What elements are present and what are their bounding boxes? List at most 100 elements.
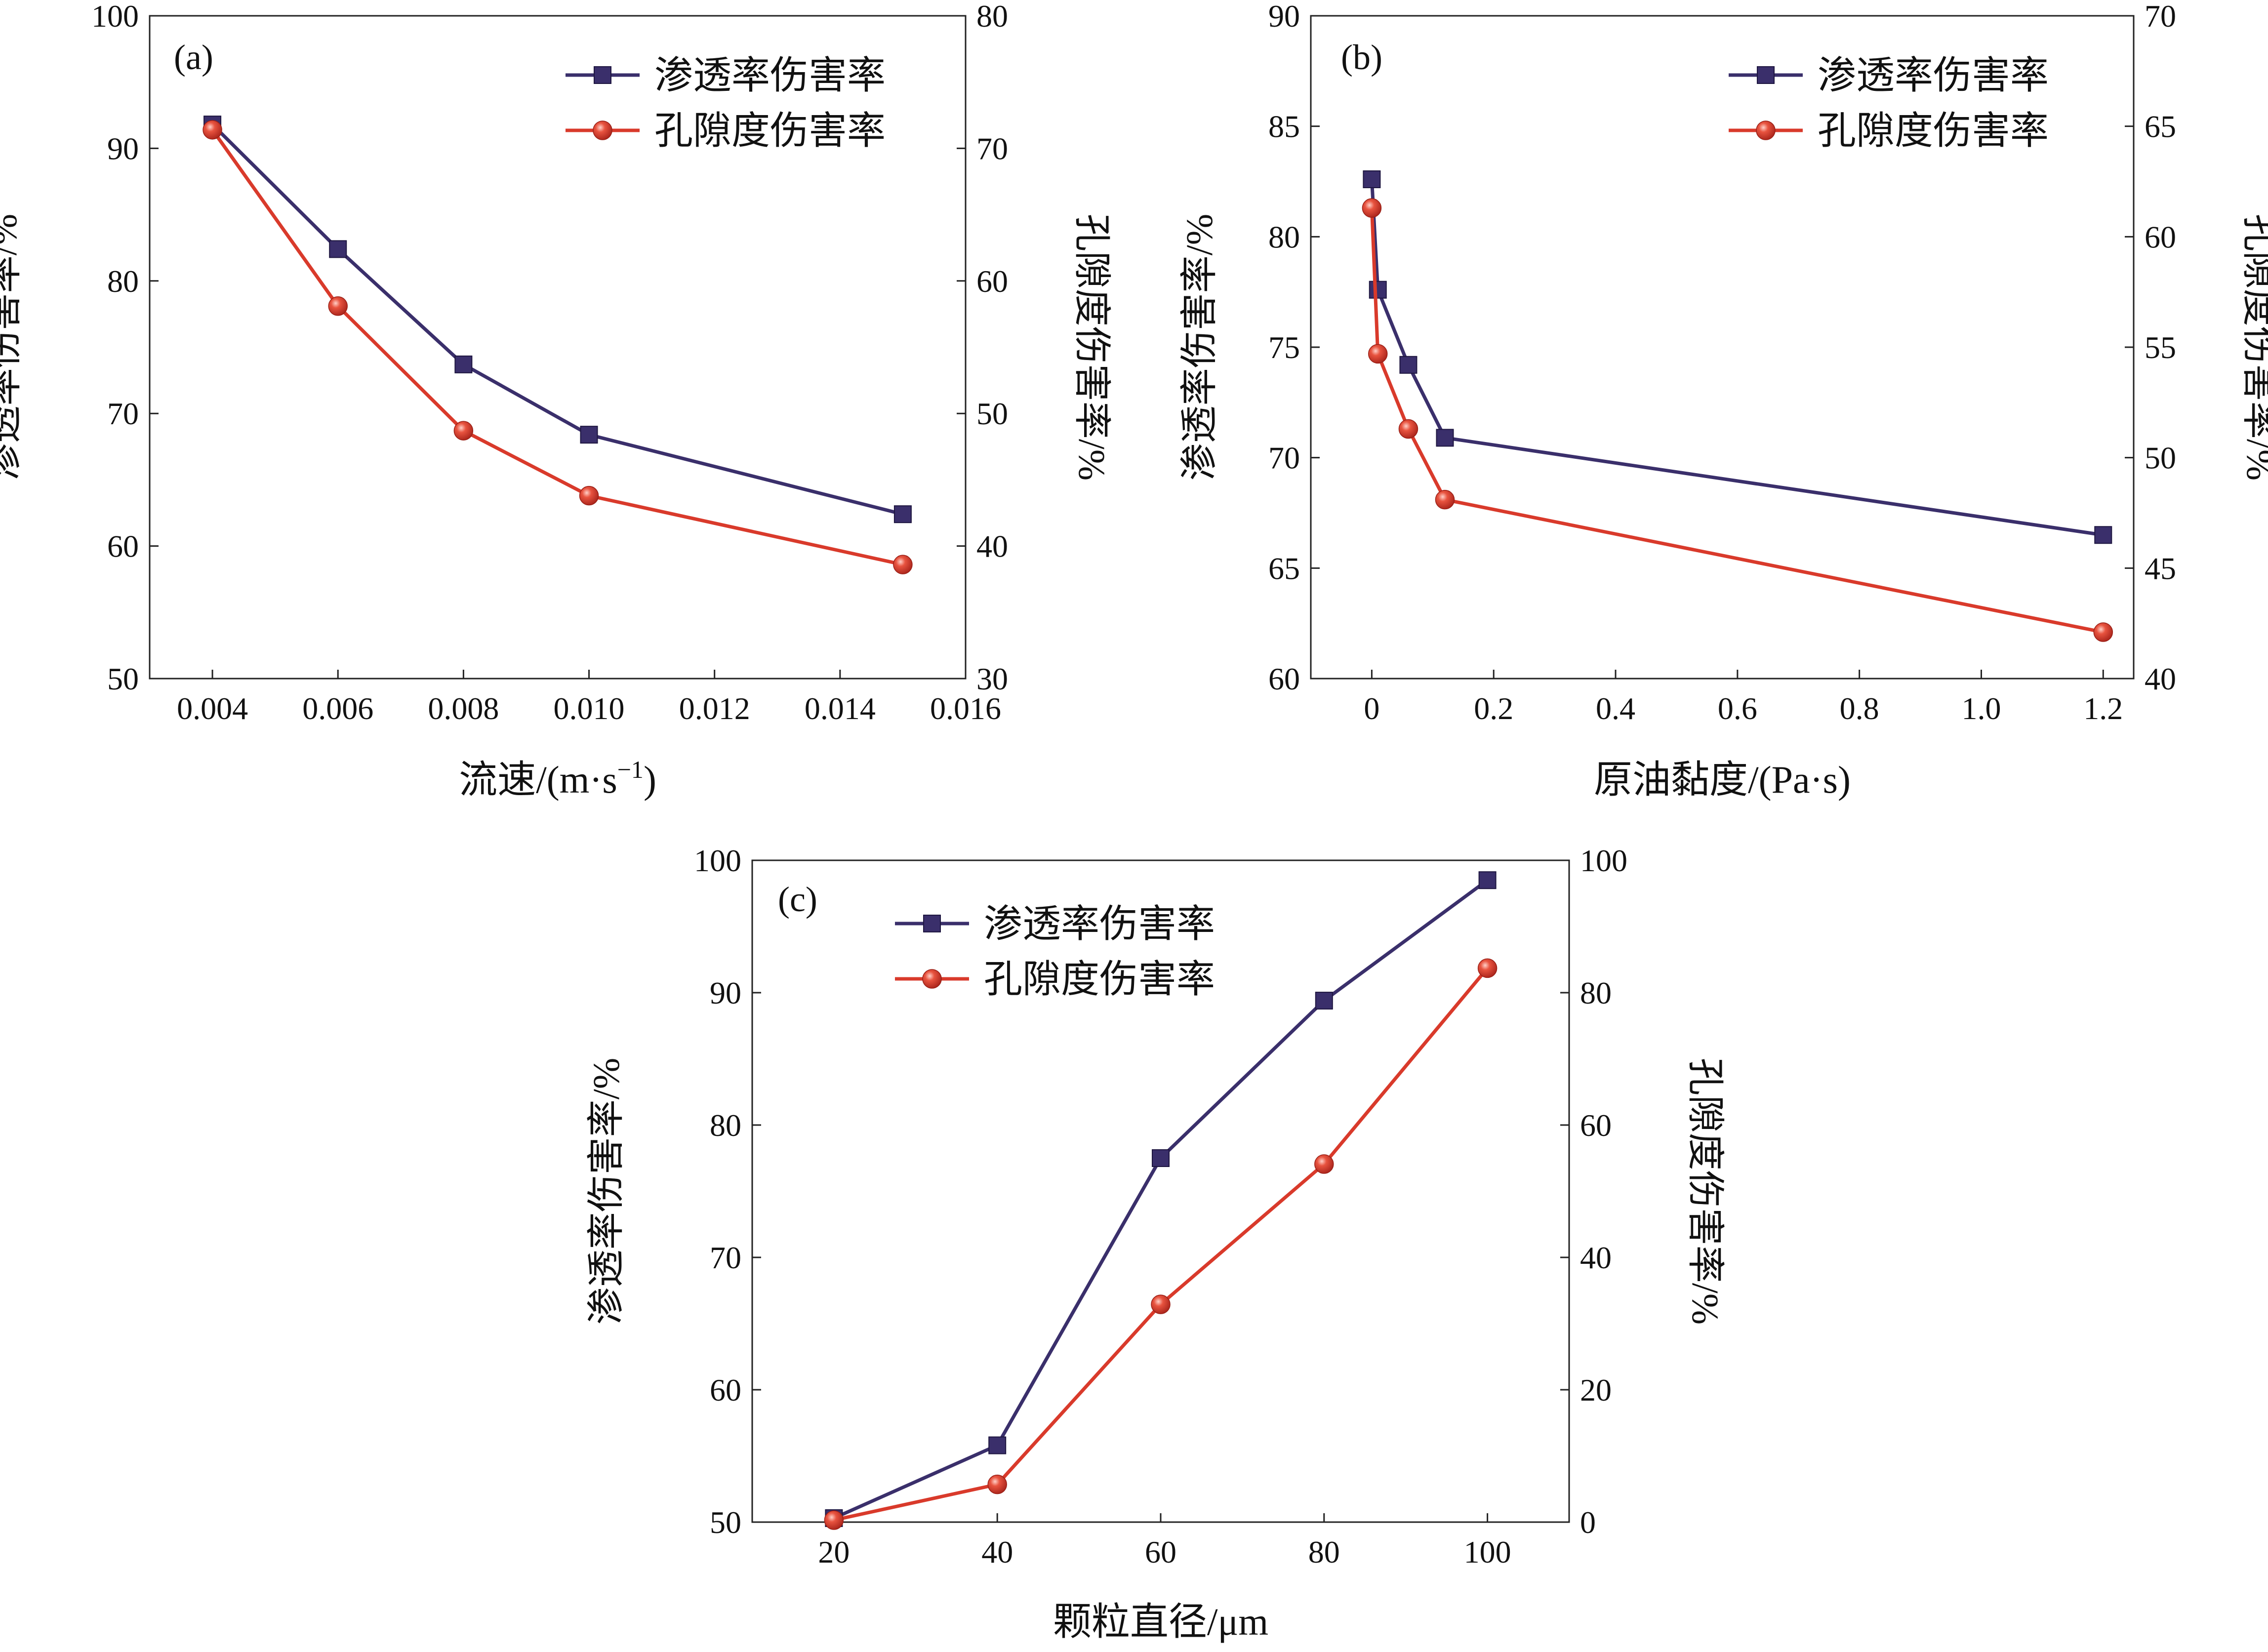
y-left-axis-label: 渗透率伤害率/% [0, 214, 25, 481]
porosity-point [1314, 1154, 1334, 1174]
x-axis-label: 颗粒直径/μm [1053, 1600, 1268, 1643]
legend-marker [923, 915, 941, 932]
y-left-tick-label: 60 [107, 529, 139, 564]
y-right-tick-label: 0 [1580, 1505, 1596, 1540]
permeability-point [1399, 356, 1418, 374]
x-tick-label: 0.008 [428, 691, 499, 726]
porosity-point [579, 485, 599, 506]
y-right-tick-label: 40 [2145, 661, 2176, 696]
legend-label: 孔隙度伤害率 [1818, 109, 2049, 152]
y-left-tick-label: 70 [107, 396, 139, 431]
y-left-tick-label: 50 [107, 661, 139, 696]
x-tick-label: 80 [1308, 1534, 1340, 1570]
legend-marker [1756, 121, 1776, 140]
panel-label: (b) [1341, 38, 1382, 77]
y-right-tick-label: 60 [2145, 219, 2176, 254]
legend-marker [922, 969, 942, 989]
legend-label: 渗透率伤害率 [1818, 54, 2049, 97]
permeability-point [454, 355, 473, 373]
x-tick-label: 0.010 [554, 691, 625, 726]
x-tick-label: 40 [981, 1534, 1013, 1570]
y-right-tick-label: 60 [1580, 1108, 1612, 1143]
legend-marker [1757, 66, 1775, 84]
x-tick-label: 0.014 [805, 691, 876, 726]
x-axis-label-superscript: −1 [617, 756, 644, 783]
legend-label: 渗透率伤害率 [654, 54, 886, 97]
y-right-tick-label: 60 [976, 264, 1008, 299]
chart-panel-c: 20 40 60 80 100 50 60 70 80 90 100 0 20 40 60 80 100 颗粒直径… [586, 843, 1726, 1643]
y-left-tick-label: 80 [1268, 219, 1300, 254]
chart-panel-b: 0 0.2 0.4 0.6 0.8 1.0 1.2 60 65 70 75 80 85 90 40 45 50 5… [1179, 0, 2268, 801]
x-tick-label: 100 [1464, 1534, 1511, 1570]
y-left-tick-label: 75 [1268, 330, 1300, 365]
y-right-tick-label: 50 [976, 396, 1008, 431]
legend-marker [593, 121, 612, 140]
y-left-tick-label: 80 [107, 264, 139, 299]
x-tick-label: 1.2 [2083, 691, 2123, 726]
y-left-axis-label: 渗透率伤害率/% [1179, 214, 1220, 481]
y-right-tick-label: 45 [2145, 551, 2176, 586]
x-tick-label: 60 [1145, 1534, 1176, 1570]
legend-marker [594, 66, 611, 84]
x-tick-label: 0.4 [1596, 691, 1635, 726]
permeability-point [1315, 992, 1333, 1010]
permeability-point [1369, 281, 1387, 299]
porosity-point [987, 1474, 1007, 1494]
porosity-point [1362, 198, 1382, 218]
x-tick-label: 1.0 [1961, 691, 2001, 726]
y-right-axis-label: 孔隙度伤害率/% [2239, 214, 2268, 481]
porosity-point [328, 296, 348, 316]
y-left-tick-label: 100 [91, 0, 139, 34]
permeability-point [1363, 170, 1381, 189]
series-line-porosity [1370, 208, 2104, 634]
x-axis-label-close: ) [644, 758, 656, 801]
porosity-point [202, 120, 222, 140]
porosity-point [453, 421, 474, 441]
x-tick-label: 0.012 [679, 691, 750, 726]
permeability-point [580, 426, 598, 444]
y-right-tick-label: 55 [2145, 330, 2176, 365]
series-line-permeability [211, 123, 903, 516]
permeability-point [988, 1436, 1007, 1454]
y-right-axis-label: 孔隙度伤害率/% [1684, 1058, 1726, 1325]
porosity-point [1368, 344, 1388, 364]
y-left-tick-label: 50 [710, 1505, 741, 1540]
series-line-porosity [211, 128, 903, 566]
panel-label: (c) [778, 880, 817, 919]
permeability-point [1478, 871, 1497, 889]
y-left-tick-label: 60 [710, 1372, 741, 1408]
y-left-axis-label: 渗透率伤害率/% [586, 1058, 627, 1325]
x-tick-label: 20 [818, 1534, 850, 1570]
plot-frame [149, 15, 967, 680]
legend-label: 渗透率伤害率 [984, 902, 1215, 945]
y-left-tick-label: 70 [1268, 441, 1300, 476]
x-tick-label: 0 [1364, 691, 1379, 726]
porosity-point [1477, 958, 1498, 978]
y-right-tick-label: 70 [2145, 0, 2176, 34]
legend-label: 孔隙度伤害率 [654, 109, 886, 152]
series-line-porosity [833, 967, 1489, 1522]
x-tick-label: 0.004 [177, 691, 248, 726]
y-right-tick-label: 100 [1580, 843, 1627, 878]
x-tick-label: 0.8 [1840, 691, 1879, 726]
y-right-tick-label: 50 [2145, 441, 2176, 476]
x-tick-label: 0.016 [930, 691, 1001, 726]
permeability-point [1152, 1149, 1170, 1167]
x-axis-label: 原油黏度/(Pa·s) [1594, 758, 1851, 801]
permeability-point [1436, 429, 1454, 447]
y-left-tick-label: 85 [1268, 109, 1300, 144]
porosity-point [824, 1510, 844, 1530]
y-left-tick-label: 90 [107, 131, 139, 166]
legend-label: 孔隙度伤害率 [984, 958, 1215, 1001]
y-right-tick-label: 20 [1580, 1372, 1612, 1408]
permeability-point [2094, 526, 2112, 544]
porosity-point [893, 555, 913, 574]
y-left-tick-label: 90 [1268, 0, 1300, 34]
x-tick-label: 0.2 [1474, 691, 1513, 726]
porosity-point [1151, 1294, 1171, 1314]
x-tick-label: 0.006 [302, 691, 373, 726]
y-right-tick-label: 70 [976, 131, 1008, 166]
